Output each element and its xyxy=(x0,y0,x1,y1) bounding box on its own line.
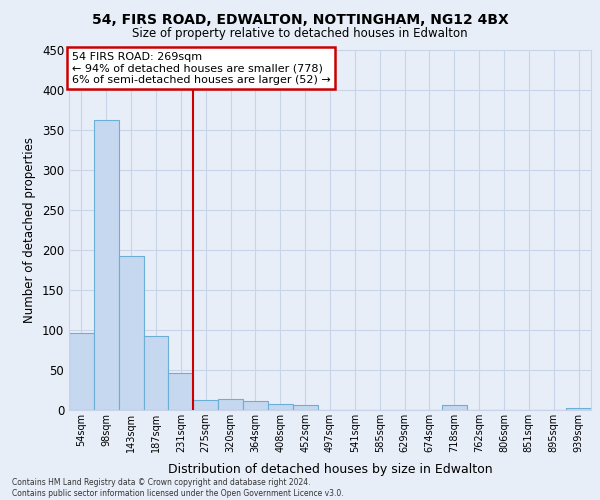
Text: Size of property relative to detached houses in Edwalton: Size of property relative to detached ho… xyxy=(132,28,468,40)
Bar xyxy=(243,401,268,410)
Bar xyxy=(94,120,119,410)
Bar xyxy=(143,336,169,410)
Y-axis label: Number of detached properties: Number of detached properties xyxy=(23,137,37,323)
Text: Contains HM Land Registry data © Crown copyright and database right 2024.
Contai: Contains HM Land Registry data © Crown c… xyxy=(12,478,344,498)
Bar xyxy=(169,373,193,410)
Bar xyxy=(566,408,591,410)
Bar xyxy=(119,256,143,410)
Bar xyxy=(442,405,467,410)
Bar xyxy=(268,404,293,410)
Text: 54 FIRS ROAD: 269sqm
← 94% of detached houses are smaller (778)
6% of semi-detac: 54 FIRS ROAD: 269sqm ← 94% of detached h… xyxy=(71,52,331,85)
Bar xyxy=(69,333,94,410)
Bar xyxy=(193,400,218,410)
Bar xyxy=(218,399,243,410)
Bar xyxy=(293,405,317,410)
Text: 54, FIRS ROAD, EDWALTON, NOTTINGHAM, NG12 4BX: 54, FIRS ROAD, EDWALTON, NOTTINGHAM, NG1… xyxy=(92,12,508,26)
X-axis label: Distribution of detached houses by size in Edwalton: Distribution of detached houses by size … xyxy=(167,464,493,476)
